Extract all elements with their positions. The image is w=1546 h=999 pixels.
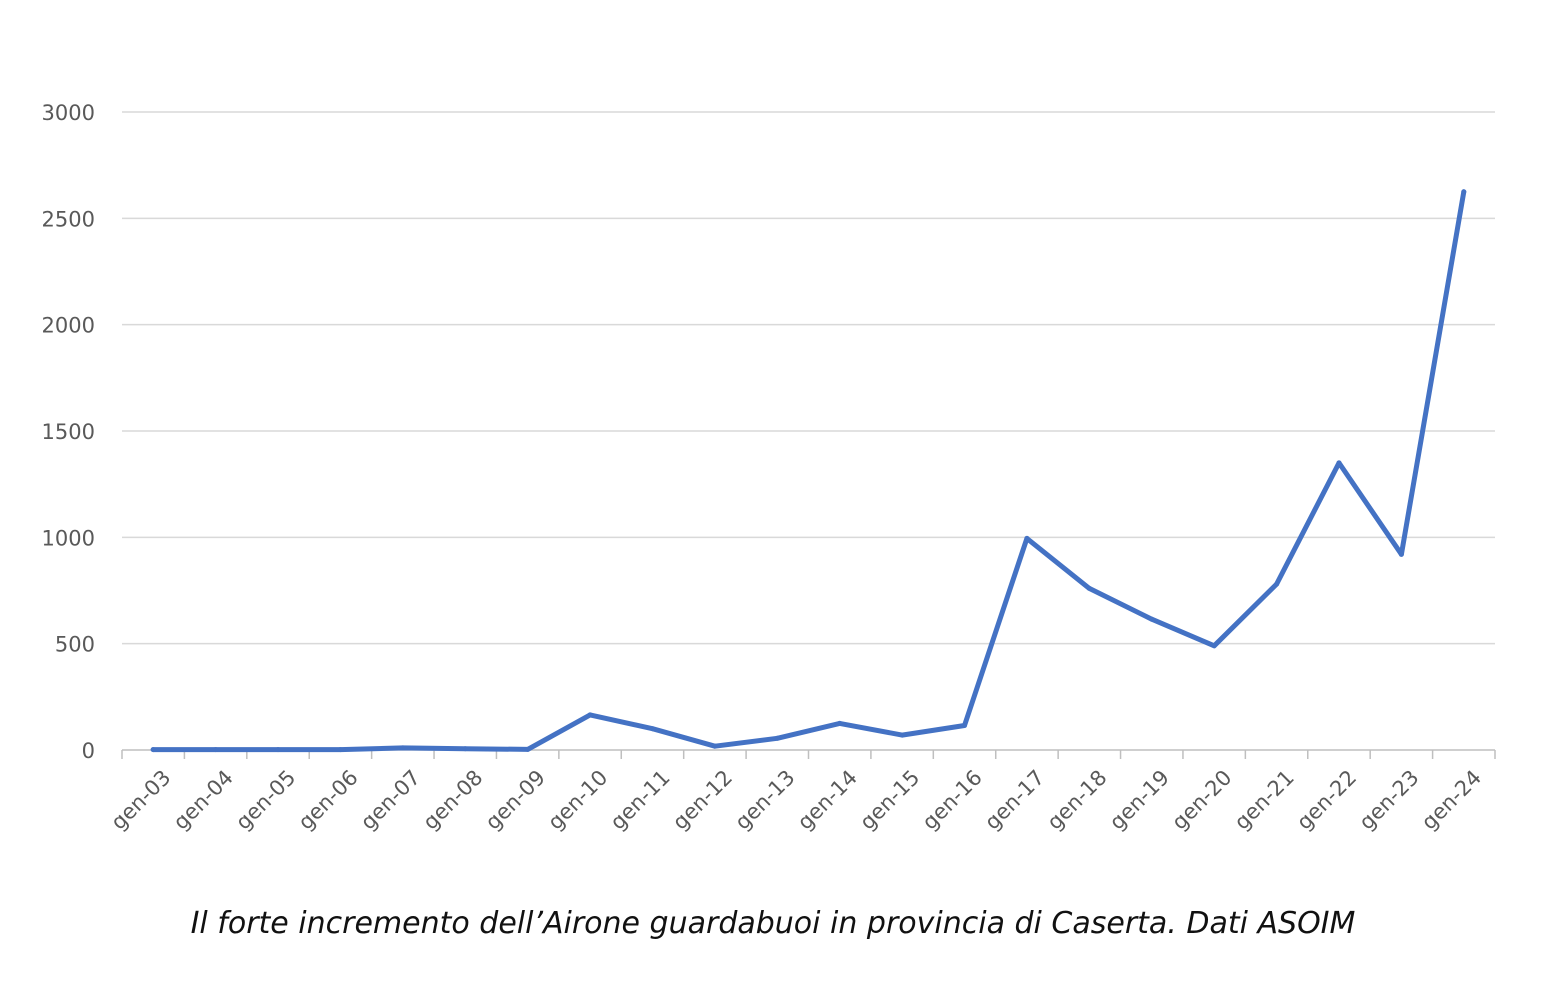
x-tick-label: gen-18 — [1042, 765, 1111, 834]
data-point — [774, 735, 780, 741]
data-point — [1336, 460, 1342, 466]
y-axis-tick-labels: 0 500 1000 1500 2000 2500 3000 — [42, 101, 95, 763]
series-layer — [150, 189, 1467, 753]
y-tick-label: 2000 — [42, 314, 95, 338]
x-tick-label: gen-06 — [294, 765, 363, 834]
x-tick-label: gen-19 — [1105, 765, 1174, 834]
x-tick-label: gen-08 — [418, 765, 487, 834]
y-tick-label: 0 — [82, 739, 95, 763]
data-point — [275, 747, 281, 753]
x-tick-label: gen-23 — [1354, 765, 1423, 834]
x-tick-label: gen-05 — [231, 765, 300, 834]
data-point — [1211, 643, 1217, 649]
x-tick-label: gen-15 — [855, 765, 924, 834]
x-axis-tick-labels: gen-03gen-04gen-05gen-06gen-07gen-08gen-… — [106, 765, 1486, 834]
y-tick-label: 1000 — [42, 526, 95, 550]
data-point — [712, 743, 718, 749]
y-tick-label: 1500 — [42, 420, 95, 444]
data-point — [962, 723, 968, 729]
data-point — [337, 747, 343, 753]
data-point — [837, 720, 843, 726]
x-tick-label: gen-12 — [668, 765, 737, 834]
data-point — [1398, 551, 1404, 557]
x-tick-label: gen-04 — [169, 765, 238, 834]
x-tick-label: gen-07 — [356, 765, 425, 834]
data-point — [1274, 581, 1280, 587]
data-point — [587, 712, 593, 718]
data-point — [525, 746, 531, 752]
data-point — [213, 747, 219, 753]
x-tick-label: gen-11 — [606, 765, 675, 834]
data-point — [400, 745, 406, 751]
data-point — [462, 746, 468, 752]
x-tick-label: gen-16 — [918, 765, 987, 834]
series-line — [150, 189, 1467, 753]
x-tick-label: gen-09 — [481, 765, 550, 834]
chart-caption: Il forte incremento dell’Airone guardabu… — [190, 906, 1356, 941]
data-point — [1461, 189, 1467, 195]
y-tick-label: 2500 — [42, 207, 95, 231]
gridlines — [122, 111, 1495, 645]
y-tick-label: 3000 — [42, 101, 95, 125]
x-tick-label: gen-24 — [1417, 765, 1486, 834]
x-tick-label: gen-20 — [1167, 765, 1236, 834]
x-tick-label: gen-17 — [980, 765, 1049, 834]
data-point — [1149, 616, 1155, 622]
x-tick-label: gen-03 — [106, 765, 175, 834]
x-tick-label: gen-13 — [730, 765, 799, 834]
x-tick-label: gen-21 — [1230, 765, 1299, 834]
x-tick-label: gen-10 — [543, 765, 612, 834]
data-point — [1024, 535, 1030, 541]
x-tick-label: gen-22 — [1292, 765, 1361, 834]
data-point — [899, 732, 905, 738]
x-tick-label: gen-14 — [793, 765, 862, 834]
y-tick-label: 500 — [55, 633, 95, 657]
data-point — [150, 747, 156, 753]
data-point — [1086, 585, 1092, 591]
data-point — [649, 726, 655, 732]
